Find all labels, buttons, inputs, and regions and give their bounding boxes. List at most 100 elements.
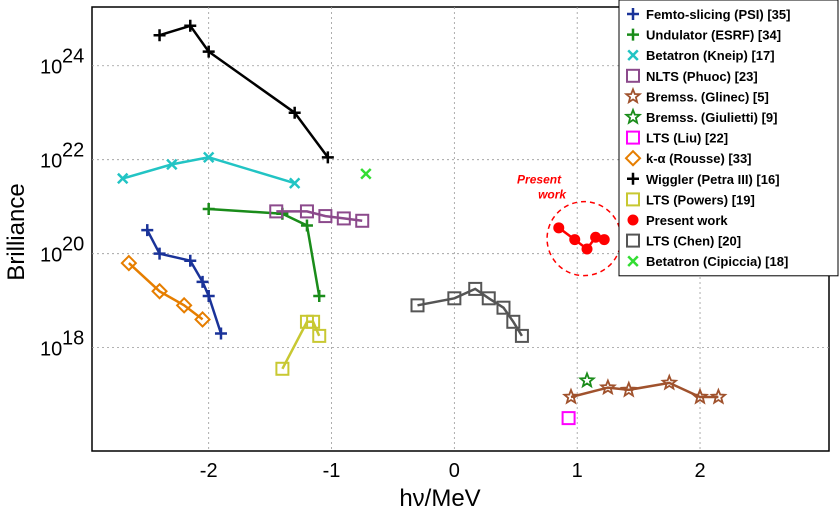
series-1: [202, 203, 326, 302]
y-tick-exponent: 22: [62, 140, 84, 162]
data-point: [410, 298, 425, 313]
legend-entry: LTS (Chen) [20]: [626, 233, 741, 249]
data-point: [447, 291, 462, 306]
series-line: [208, 207, 321, 297]
data-point: [184, 19, 197, 32]
legend-entry: Wiggler (Petra III) [16]: [627, 172, 780, 187]
y-tick-exponent: 24: [62, 46, 84, 68]
data-point: [598, 234, 610, 246]
data-point: [468, 281, 483, 296]
legend-entry: Undulator (ESRF) [34]: [627, 28, 781, 43]
annotation-text: Present: [517, 173, 562, 187]
data-point: [166, 158, 178, 171]
legend-marker: [623, 107, 643, 125]
data-point: [619, 380, 638, 398]
data-point: [299, 204, 314, 219]
data-point: [660, 373, 679, 391]
annotation-text: work: [538, 188, 567, 202]
legend-marker: [624, 149, 642, 167]
y-axis-label: Brilliance: [3, 183, 30, 280]
data-point: [151, 282, 168, 300]
x-tick-label: 0: [449, 460, 460, 482]
data-point: [598, 378, 617, 396]
legend-marker: [627, 8, 639, 20]
data-point: [153, 29, 166, 42]
legend-label: Wiggler (Petra III) [16]: [646, 172, 780, 187]
series-line: [281, 320, 321, 370]
legend-marker: [623, 86, 643, 105]
series-4: [562, 373, 728, 405]
data-point: [312, 328, 327, 343]
legend-label: Betatron (Cipiccia) [18]: [646, 254, 788, 269]
data-point: [578, 370, 597, 389]
legend-marker: [626, 68, 640, 83]
series-layer: [117, 19, 728, 426]
y-tick-label: 10: [40, 57, 62, 79]
data-point: [288, 177, 301, 189]
legend-label: Undulator (ESRF) [34]: [646, 28, 781, 43]
legend-label: Betatron (Kneip) [17]: [646, 48, 775, 63]
legend-marker: [627, 172, 639, 185]
legend: Femto-slicing (PSI) [35] Undulator (ESRF)…: [618, 0, 839, 277]
data-point: [360, 168, 372, 180]
legend-marker: [626, 233, 640, 248]
data-point: [336, 211, 351, 226]
data-point: [496, 300, 511, 315]
legend-marker: [626, 130, 640, 145]
legend-label: Present work: [646, 213, 728, 228]
data-point: [203, 151, 215, 164]
legend-entry: k-α (Rousse) [33]: [624, 149, 752, 167]
legend-marker: [627, 214, 639, 226]
data-point: [194, 311, 211, 328]
legend-label: k-α (Rousse) [33]: [646, 151, 752, 166]
x-axis-label: hν/MeV: [399, 485, 480, 512]
legend-label: Femto-slicing (PSI) [35]: [646, 7, 790, 22]
series-3: [269, 204, 370, 228]
series-2: [117, 151, 301, 189]
legend-entry: NLTS (Phuoc) [23]: [626, 68, 758, 84]
legend-label: LTS (Chen) [20]: [646, 234, 741, 249]
series-line: [122, 156, 296, 185]
series-10: [553, 222, 610, 255]
legend-label: Bremss. (Glinec) [5]: [646, 89, 769, 104]
legend-entry: Betatron (Kneip) [17]: [627, 48, 775, 63]
series-6: [561, 411, 576, 426]
x-tick-label: -2: [200, 460, 218, 482]
series-line: [128, 262, 204, 321]
series-line: [146, 229, 223, 334]
data-point: [202, 203, 215, 216]
data-point: [175, 296, 193, 314]
legend-entry: Femto-slicing (PSI) [35]: [627, 7, 790, 22]
series-9: [275, 314, 327, 376]
data-point: [288, 106, 301, 119]
y-tick-label: 10: [40, 151, 62, 173]
series-7: [120, 254, 211, 328]
data-point: [202, 45, 215, 58]
data-point: [481, 291, 496, 306]
x-tick-label: 2: [694, 460, 705, 482]
legend-marker: [626, 192, 640, 207]
series-8: [153, 19, 334, 164]
legend-marker: [627, 28, 639, 41]
data-point: [318, 209, 333, 224]
data-point: [691, 387, 710, 405]
legend-label: Bremss. (Giulietti) [9]: [646, 110, 777, 125]
series-5: [578, 370, 597, 389]
data-point: [569, 234, 581, 246]
data-point: [275, 361, 290, 376]
data-point: [141, 224, 154, 237]
legend-entry: LTS (Liu) [22]: [626, 130, 728, 146]
data-point: [196, 275, 209, 288]
legend-entry: LTS (Powers) [19]: [626, 192, 755, 207]
legend-box: [618, 0, 839, 277]
y-tick-label: 10: [40, 245, 62, 267]
y-tick-exponent: 18: [62, 328, 84, 350]
series-line: [417, 287, 523, 337]
data-point: [184, 254, 197, 267]
legend-entry: Bremss. (Giulietti) [9]: [623, 107, 777, 125]
y-tick-label: 10: [40, 339, 62, 361]
data-point: [269, 204, 284, 219]
data-point: [214, 327, 227, 340]
x-tick-label: -1: [323, 460, 341, 482]
